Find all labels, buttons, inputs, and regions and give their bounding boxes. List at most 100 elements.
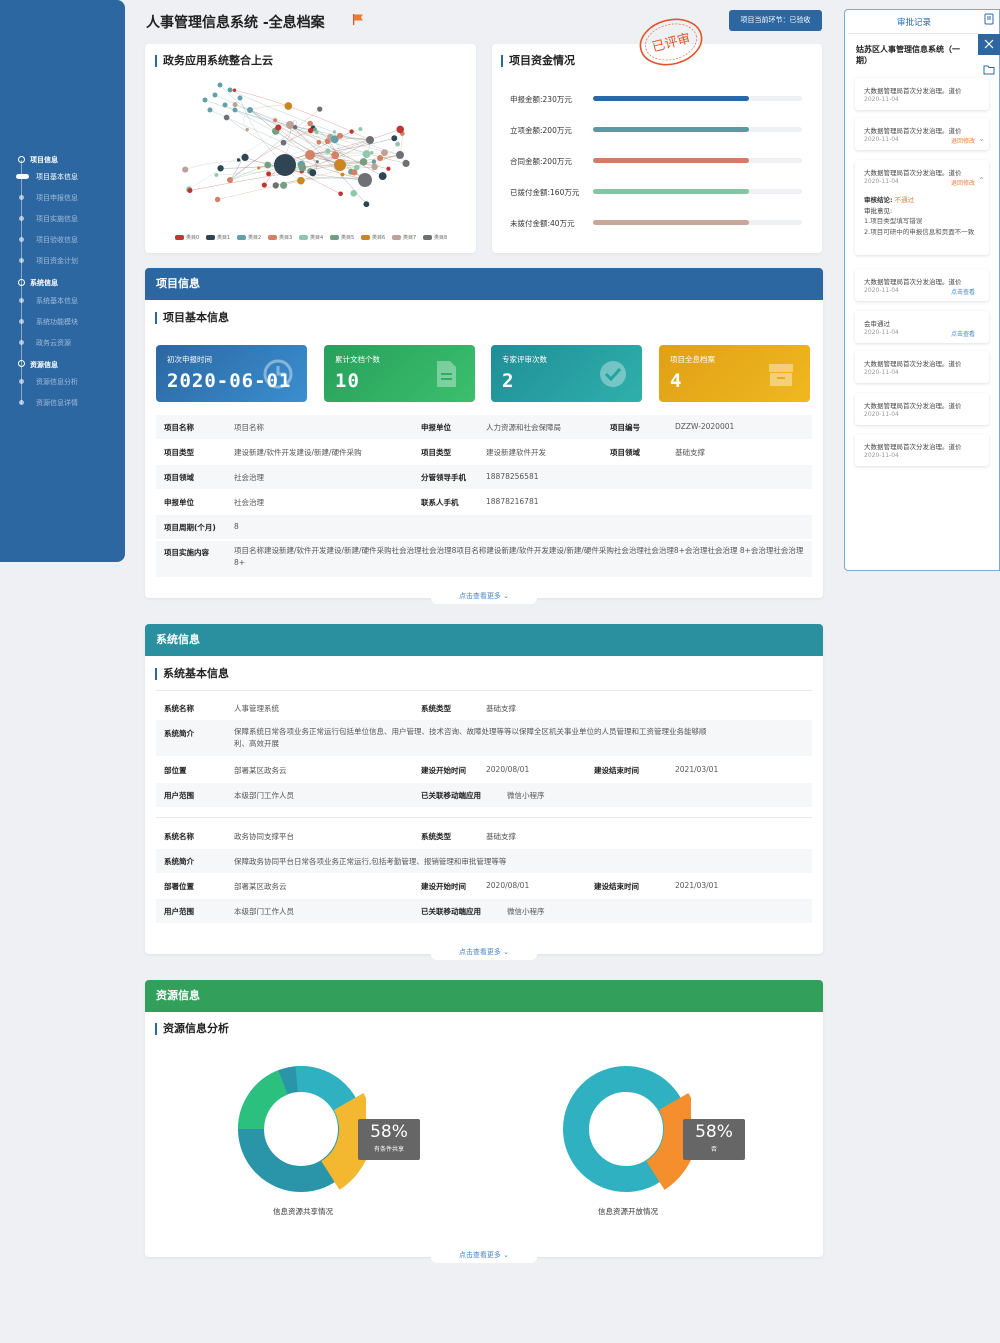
network-node[interactable] <box>297 176 305 185</box>
network-node[interactable] <box>370 150 374 155</box>
network-node[interactable] <box>217 82 223 88</box>
network-node[interactable] <box>245 127 249 132</box>
legend-item[interactable]: 类目6 <box>361 234 385 241</box>
network-node[interactable] <box>275 124 282 131</box>
folder-icon[interactable] <box>983 64 995 75</box>
nav-group-system[interactable]: 系统信息 <box>30 279 58 287</box>
view-link[interactable]: 点击查看 <box>950 331 975 338</box>
network-node[interactable] <box>261 182 267 188</box>
network-node[interactable] <box>396 125 404 134</box>
approval-item[interactable]: 大数据管理局首次分发治理。道价 2020-11-04 点击查看 <box>855 269 989 301</box>
network-node[interactable] <box>386 166 391 171</box>
network-node[interactable] <box>307 127 314 134</box>
network-node[interactable] <box>293 125 298 130</box>
nav-item-project-accept[interactable]: 项目验收信息 <box>36 236 78 244</box>
network-node[interactable] <box>214 196 221 203</box>
network-node[interactable] <box>309 169 317 177</box>
nav-item-project-fund[interactable]: 项目资金计划 <box>36 257 78 265</box>
network-node[interactable] <box>202 97 208 103</box>
stage-badge[interactable]: 项目当前环节：已验收 <box>729 10 822 31</box>
nav-item-system-basic[interactable]: 系统基本信息 <box>36 297 78 305</box>
network-node[interactable] <box>280 181 288 189</box>
network-node[interactable] <box>236 158 241 162</box>
legend-item[interactable]: 类目7 <box>392 234 416 241</box>
approval-item[interactable]: 大数据管理局首次分发治理。道价 2020-11-04 <box>855 393 989 425</box>
network-node[interactable] <box>232 102 238 108</box>
network-node[interactable] <box>351 169 358 176</box>
project-more-link[interactable]: 点击查看更多 ⌄ <box>431 588 537 604</box>
legend-item[interactable]: 类目2 <box>237 234 261 241</box>
network-node[interactable] <box>274 154 296 176</box>
nav-group-resource[interactable]: 资源信息 <box>30 361 58 369</box>
chevron-up-icon[interactable]: ⌃ <box>978 176 985 185</box>
network-node[interactable] <box>314 130 319 135</box>
network-node[interactable] <box>349 129 354 134</box>
network-node[interactable] <box>402 159 410 168</box>
network-node[interactable] <box>214 173 219 177</box>
network-node[interactable] <box>307 120 313 127</box>
approval-item[interactable]: 大数据管理局首次分发治理。道价 2020-11-04 <box>855 78 989 110</box>
legend-item[interactable]: 类目8 <box>423 234 447 241</box>
network-node[interactable] <box>363 201 370 208</box>
network-node[interactable] <box>227 177 233 183</box>
resource-more-link[interactable]: 点击查看更多 ⌄ <box>431 1247 537 1263</box>
note-icon[interactable] <box>983 13 995 25</box>
network-node[interactable] <box>227 87 233 93</box>
network-node[interactable] <box>264 161 272 169</box>
network-node[interactable] <box>340 172 345 177</box>
network-node[interactable] <box>207 107 213 113</box>
network-node[interactable] <box>273 118 278 123</box>
chevron-down-icon[interactable]: ⌄ <box>978 134 985 143</box>
network-node[interactable] <box>391 135 398 142</box>
network-node[interactable] <box>378 172 387 181</box>
network-node[interactable] <box>330 135 339 144</box>
network-node[interactable] <box>371 163 378 171</box>
network-node[interactable] <box>272 182 279 189</box>
network-node[interactable] <box>353 164 360 171</box>
network-node[interactable] <box>237 95 243 101</box>
approval-item[interactable]: 大数据管理局首次分发治理。道价 2020-11-04 <box>855 434 989 466</box>
nav-group-project[interactable]: 项目信息 <box>30 156 58 164</box>
network-node[interactable] <box>232 107 238 113</box>
network-node[interactable] <box>317 106 323 112</box>
network-node[interactable] <box>241 153 249 162</box>
network-node[interactable] <box>187 187 193 194</box>
legend-item[interactable]: 类目0 <box>175 234 199 241</box>
legend-item[interactable]: 类目1 <box>206 234 230 241</box>
approval-item[interactable]: 大数据管理局首次分发治理。道价 2020-11-04 退回修改 ⌄ <box>855 118 989 150</box>
network-node[interactable] <box>396 151 404 159</box>
close-button[interactable] <box>978 34 1000 55</box>
network-node[interactable] <box>332 130 336 134</box>
network-node[interactable] <box>366 136 374 144</box>
network-node[interactable] <box>305 150 315 160</box>
network-node[interactable] <box>284 102 293 110</box>
approval-item[interactable]: 会审通过 2020-11-04 点击查看 <box>855 311 989 343</box>
network-node[interactable] <box>182 166 189 173</box>
network-node[interactable] <box>298 163 307 172</box>
nav-item-project-impl[interactable]: 项目实施信息 <box>36 215 78 223</box>
nav-item-resource-analysis[interactable]: 资源信息分析 <box>36 378 78 386</box>
network-node[interactable] <box>358 126 363 132</box>
network-node[interactable] <box>331 151 340 160</box>
network-node[interactable] <box>358 173 372 187</box>
network-node[interactable] <box>395 141 400 147</box>
network-node[interactable] <box>350 189 358 197</box>
legend-item[interactable]: 类目4 <box>299 234 323 241</box>
network-node[interactable] <box>316 139 322 145</box>
approval-item[interactable]: 大数据管理局首次分发治理。道价 2020-11-04 退回修改 ⌃ 审核结论: 不通过审… <box>855 160 989 255</box>
network-node[interactable] <box>313 127 317 132</box>
network-node[interactable] <box>212 92 218 98</box>
network-node[interactable] <box>359 158 368 166</box>
network-node[interactable] <box>247 107 253 113</box>
network-node[interactable] <box>222 102 228 108</box>
network-node[interactable] <box>362 150 371 159</box>
network-node[interactable] <box>371 159 377 164</box>
approval-title[interactable]: 审批记录 <box>896 18 931 28</box>
nav-item-system-modules[interactable]: 系统功能模块 <box>36 318 78 326</box>
nav-item-project-apply[interactable]: 项目申报信息 <box>36 194 78 202</box>
network-node[interactable] <box>280 139 287 146</box>
network-node[interactable] <box>232 88 237 92</box>
system-more-link[interactable]: 点击查看更多 ⌄ <box>431 944 537 960</box>
network-node[interactable] <box>217 165 224 172</box>
network-node[interactable] <box>334 159 346 171</box>
